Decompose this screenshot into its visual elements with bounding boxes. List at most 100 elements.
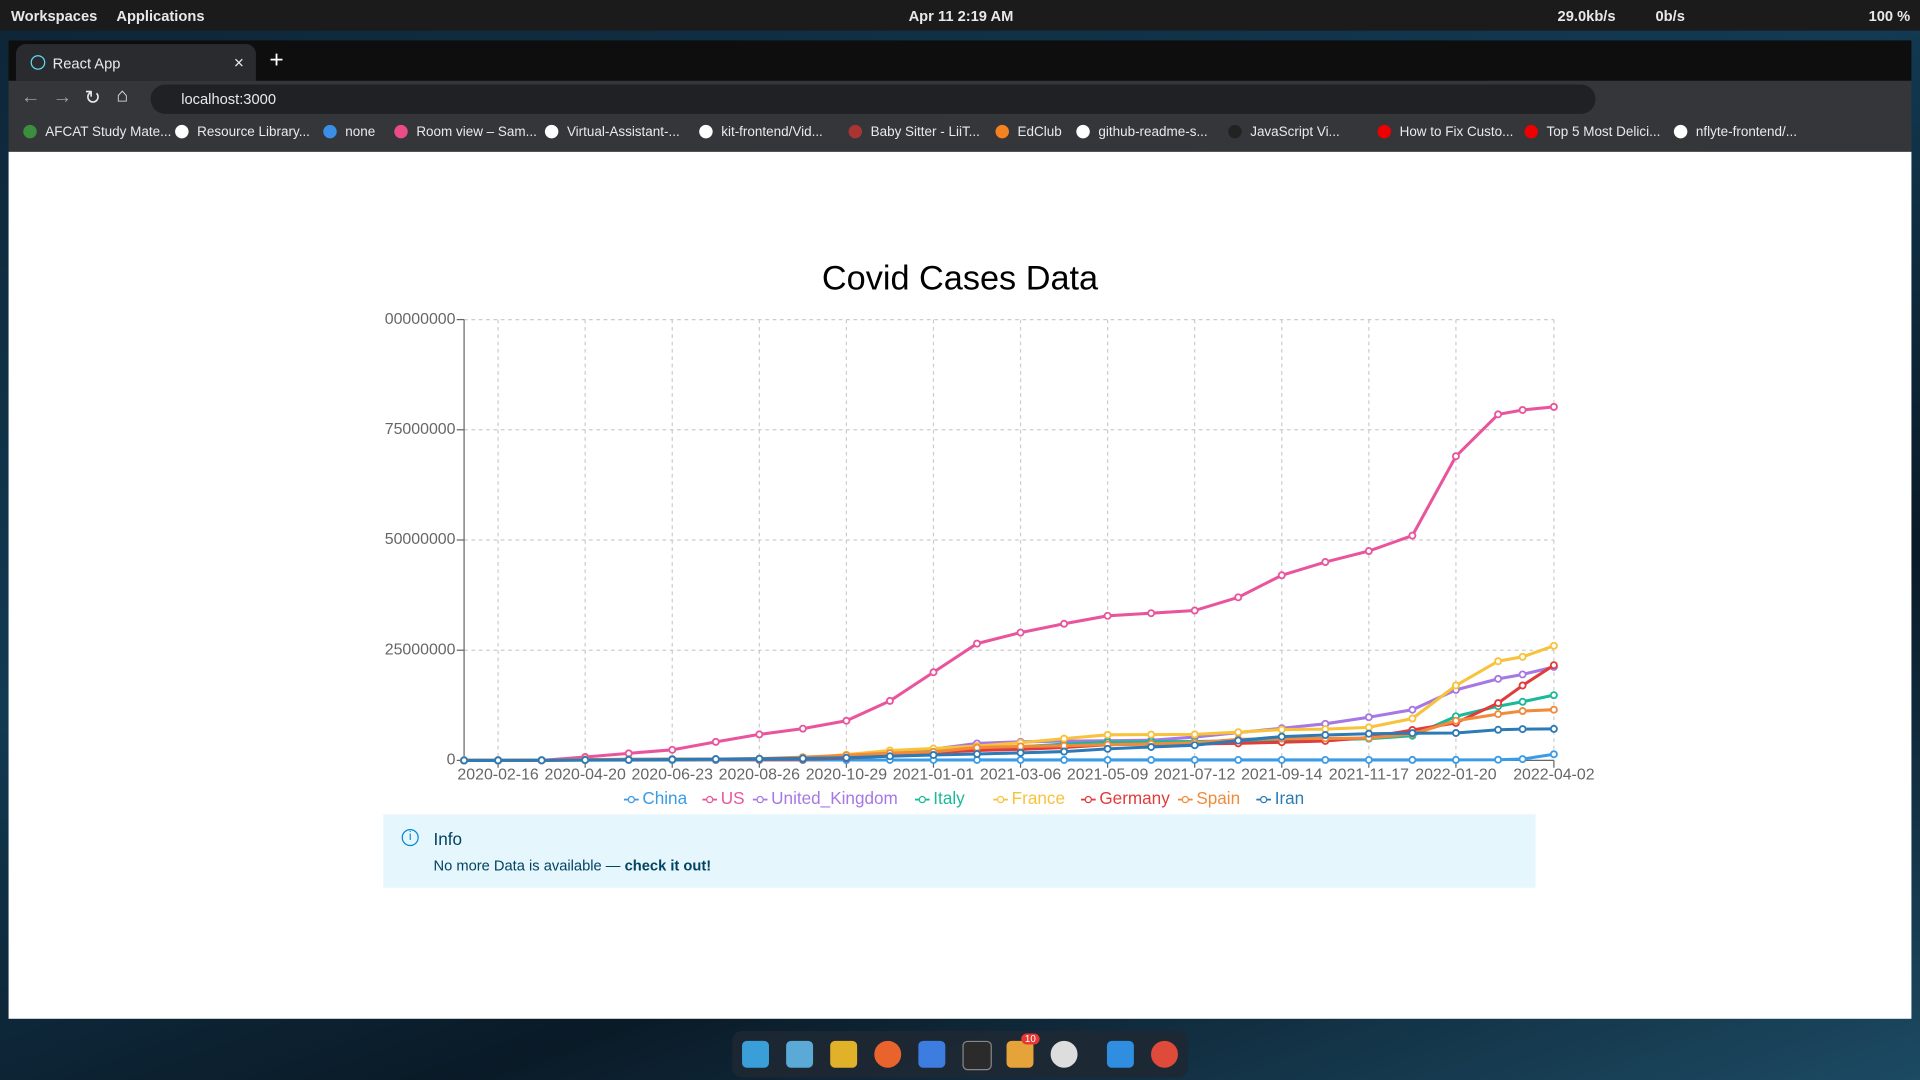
dock-app[interactable]	[1006, 1040, 1034, 1068]
tab-close[interactable]: ×	[233, 52, 244, 73]
point	[1277, 571, 1286, 580]
point	[1494, 657, 1503, 666]
point	[1364, 729, 1373, 738]
x-tick-label: 2020-10-29	[806, 766, 888, 783]
point	[537, 756, 546, 765]
bookmark[interactable]: none	[345, 124, 376, 140]
bookmark[interactable]: github-readme-s...	[1098, 124, 1208, 140]
point	[842, 716, 851, 725]
point	[1408, 705, 1417, 714]
bookmark[interactable]: Virtual-Assistant-...	[566, 124, 680, 140]
info-body: No more Data is available —	[433, 857, 621, 875]
dock-app[interactable]	[962, 1040, 992, 1071]
legend-label: United_Kingdom	[771, 788, 898, 808]
tab[interactable]: React App ×	[15, 44, 256, 81]
point	[1234, 736, 1243, 745]
point	[1518, 707, 1527, 716]
series-line	[464, 405, 1555, 762]
point	[1190, 755, 1199, 764]
point	[1451, 755, 1460, 764]
point	[1147, 755, 1156, 764]
back[interactable]: ←	[20, 86, 41, 108]
point	[1321, 731, 1330, 739]
bookmark[interactable]: Top 5 Most Delici...	[1546, 124, 1661, 140]
x-tick-label: 2021-05-09	[1067, 766, 1149, 783]
dock-app[interactable]	[874, 1040, 902, 1068]
new-tab[interactable]: +	[269, 46, 284, 74]
point	[1190, 741, 1199, 750]
bookmark[interactable]: AFCAT Study Mate...	[45, 124, 172, 140]
point	[1060, 747, 1069, 756]
workspaces[interactable]: Workspaces	[11, 7, 98, 25]
battery[interactable]: 100 %	[1868, 7, 1911, 25]
x-tick-label: 2022-04-02	[1513, 766, 1595, 783]
y-tick-label: 75000000	[385, 421, 456, 438]
home[interactable]: ⌂	[116, 85, 129, 107]
point	[1549, 691, 1558, 700]
point	[1364, 723, 1373, 732]
dock-app[interactable]	[1050, 1040, 1078, 1068]
bookmark[interactable]: nflyte-frontend/...	[1695, 124, 1797, 140]
bookmark[interactable]: JavaScript Vi...	[1250, 124, 1340, 140]
info-link[interactable]: check it out!	[624, 857, 712, 875]
info-icon: i	[401, 828, 419, 847]
address-bar[interactable]: localhost:3000	[150, 84, 1596, 114]
point	[1060, 755, 1069, 764]
clock[interactable]: Apr 11 2:19 AM	[908, 7, 1014, 25]
dock-app[interactable]	[786, 1040, 814, 1068]
down-speed: 29.0kb/s	[1557, 7, 1616, 25]
bookmark-icon	[995, 124, 1009, 139]
x-tick-label: 2020-08-26	[719, 766, 801, 783]
point	[1549, 750, 1558, 759]
bookmark[interactable]: How to Fix Custo...	[1399, 124, 1514, 140]
tab-title: React App	[52, 55, 121, 73]
reload[interactable]: ↻	[84, 88, 101, 109]
point	[711, 755, 720, 764]
bookmark[interactable]: kit-frontend/Vid...	[721, 124, 823, 140]
point	[1277, 725, 1286, 734]
point	[1234, 755, 1243, 764]
point	[1016, 628, 1025, 637]
point	[1277, 732, 1286, 741]
bookmark[interactable]: Room view – Sam...	[416, 124, 537, 140]
y-tick-label: 0	[447, 752, 456, 769]
point	[885, 752, 894, 761]
bookmark[interactable]: Baby Sitter - LiiT...	[870, 124, 980, 140]
x-tick-label: 2021-01-01	[893, 766, 975, 783]
point	[1103, 730, 1112, 739]
dock-app[interactable]	[918, 1040, 946, 1068]
point	[1518, 670, 1527, 679]
y-tick-label: 50000000	[385, 531, 456, 548]
point	[1549, 724, 1558, 733]
point	[1364, 547, 1373, 556]
dock-app[interactable]	[1151, 1040, 1178, 1068]
point	[1549, 705, 1558, 714]
dock-app[interactable]	[742, 1040, 769, 1068]
bookmark-icon	[848, 124, 863, 139]
point	[1103, 744, 1112, 753]
point	[1408, 531, 1417, 540]
point	[1234, 593, 1243, 602]
bookmark-icon	[1377, 124, 1392, 139]
applications[interactable]: Applications	[116, 7, 205, 25]
dock-app[interactable]	[830, 1040, 858, 1068]
bookmark[interactable]: EdClub	[1017, 124, 1062, 140]
tab-icon	[30, 55, 46, 70]
system-bar: Workspaces Applications Apr 11 2:19 AM 2…	[0, 0, 1920, 31]
point	[668, 745, 677, 754]
x-tick-label: 2022-01-20	[1415, 766, 1497, 783]
series	[460, 402, 1558, 765]
point	[1408, 714, 1417, 723]
point	[755, 754, 764, 763]
point	[1518, 652, 1527, 661]
point	[1103, 611, 1112, 620]
point	[1518, 755, 1527, 764]
dock-app[interactable]	[1106, 1040, 1134, 1068]
legend-icon	[756, 795, 764, 804]
point	[1016, 748, 1025, 757]
point	[1060, 734, 1069, 743]
forward[interactable]: →	[52, 86, 73, 108]
point	[973, 639, 981, 648]
point	[1518, 405, 1527, 414]
bookmark[interactable]: Resource Library...	[197, 124, 310, 140]
